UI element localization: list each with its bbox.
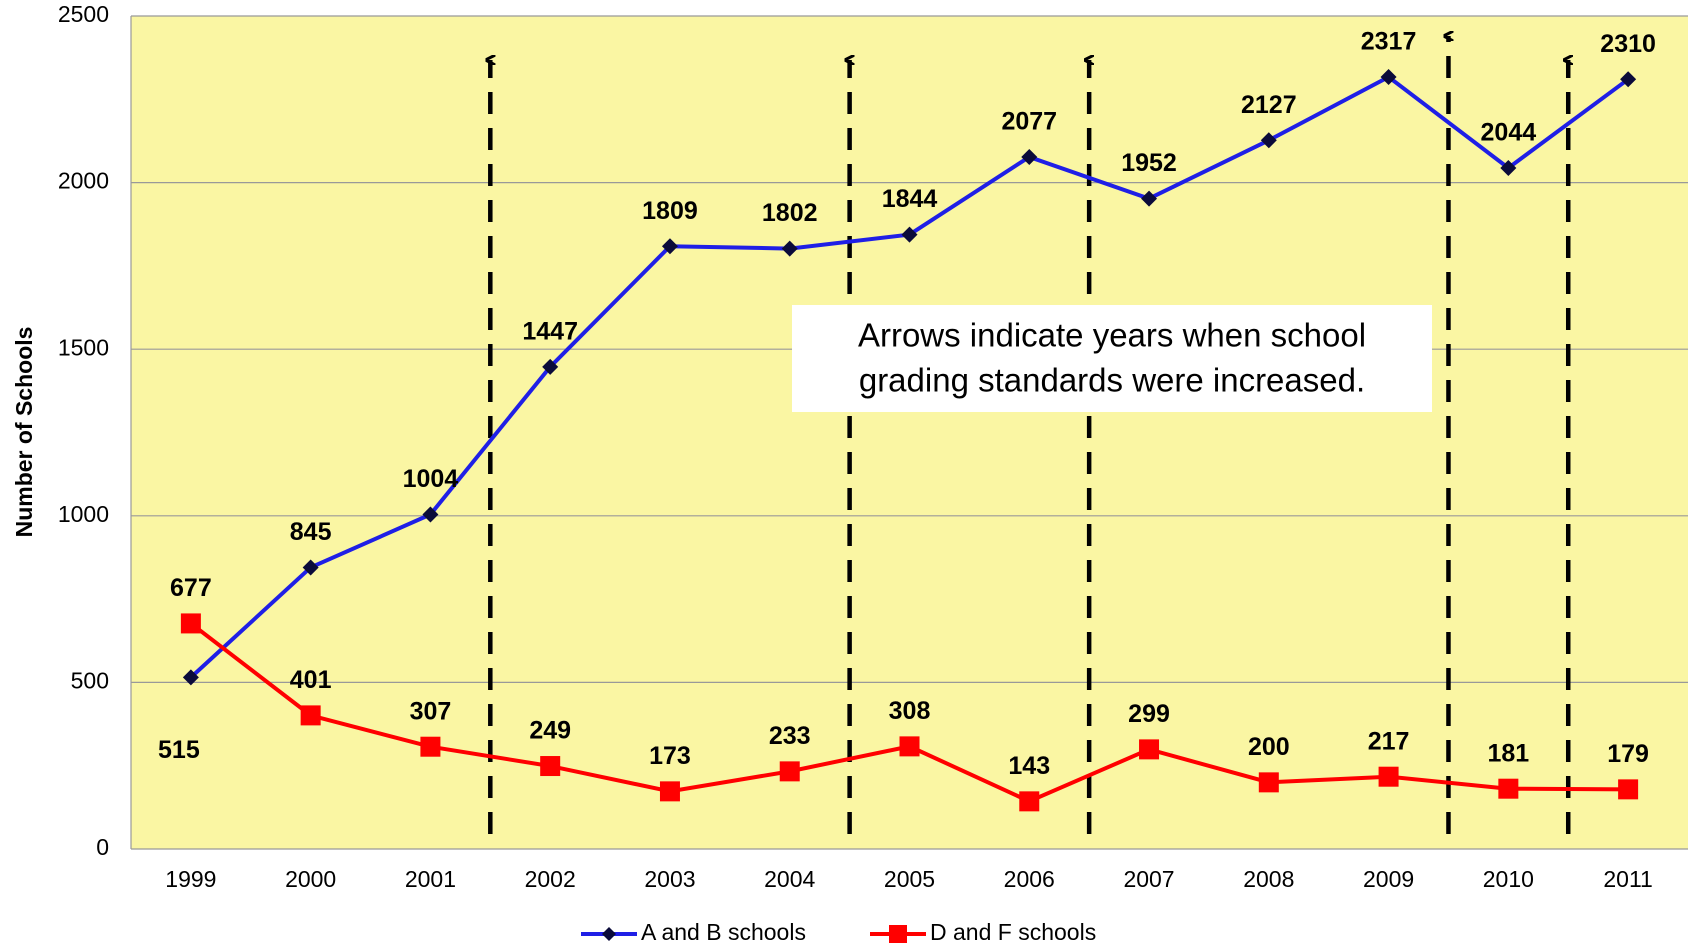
point <box>1500 159 1517 176</box>
data-label: 677 <box>170 574 212 602</box>
data-label: 2077 <box>1001 108 1057 136</box>
data-label: 1802 <box>762 199 818 227</box>
x-tick-label: 2005 <box>884 866 935 892</box>
point <box>661 238 678 255</box>
data-label: 173 <box>649 742 691 770</box>
data-label: 1447 <box>522 317 578 345</box>
annotation-box <box>792 305 1432 412</box>
point <box>300 705 321 726</box>
point <box>1258 772 1279 793</box>
point <box>542 358 559 375</box>
data-label: 2127 <box>1241 91 1297 119</box>
data-label: 181 <box>1487 739 1529 767</box>
data-label: 1809 <box>642 197 698 225</box>
point <box>659 781 680 802</box>
point <box>1021 148 1038 165</box>
point <box>1498 778 1519 799</box>
point <box>1260 132 1277 149</box>
y-tick-label: 2500 <box>58 1 109 27</box>
data-label: 308 <box>889 697 931 725</box>
x-tick-label: 2004 <box>764 866 815 892</box>
x-tick-label: 2003 <box>644 866 695 892</box>
data-label: 307 <box>410 697 452 725</box>
x-tick-label: 2006 <box>1004 866 1055 892</box>
y-tick-label: 500 <box>71 667 109 693</box>
legend-marker <box>889 925 907 943</box>
x-tick-label: 2001 <box>405 866 456 892</box>
annotation: Arrows indicate years when school <box>858 317 1366 354</box>
data-label: 233 <box>769 722 811 750</box>
point <box>899 736 920 757</box>
x-tick-label: 2002 <box>525 866 576 892</box>
data-label: 401 <box>290 666 332 694</box>
data-label: 2044 <box>1481 119 1537 147</box>
data-label: 249 <box>529 717 571 745</box>
legend-label: A and B schools <box>641 919 806 945</box>
point <box>1139 739 1160 760</box>
point <box>420 736 441 757</box>
data-label: 143 <box>1008 752 1050 780</box>
data-label: 2310 <box>1600 30 1656 58</box>
data-label: 217 <box>1368 727 1410 755</box>
data-label: 1004 <box>403 465 459 493</box>
y-tick-label: 1500 <box>58 334 109 360</box>
data-label: 1844 <box>882 185 938 213</box>
point <box>422 506 439 523</box>
data-label: 1952 <box>1121 149 1177 177</box>
point <box>1141 190 1158 207</box>
data-label: 200 <box>1248 733 1290 761</box>
x-tick-label: 2000 <box>285 866 336 892</box>
point <box>1380 68 1397 85</box>
data-label: 299 <box>1128 700 1170 728</box>
point <box>781 240 798 257</box>
annotation: grading standards were increased. <box>859 362 1365 399</box>
point <box>1618 779 1639 800</box>
point <box>901 226 918 243</box>
data-label: 179 <box>1607 740 1649 768</box>
x-tick-label: 2009 <box>1363 866 1414 892</box>
y-tick-label: 1000 <box>58 501 109 527</box>
legend-label: D and F schools <box>930 919 1096 945</box>
x-tick-label: 2011 <box>1603 866 1652 892</box>
point <box>1378 766 1399 787</box>
point <box>779 761 800 782</box>
x-tick-label: 2010 <box>1483 866 1534 892</box>
plot-area <box>131 16 1688 849</box>
data-label: 2317 <box>1361 28 1417 56</box>
x-tick-label: 1999 <box>165 866 216 892</box>
point <box>540 756 561 777</box>
legend-marker <box>602 927 616 941</box>
point <box>1019 791 1040 812</box>
data-label: 515 <box>158 736 200 764</box>
point <box>182 669 199 686</box>
y-tick-label: 0 <box>96 834 109 860</box>
x-tick-label: 2008 <box>1243 866 1294 892</box>
point <box>1620 71 1637 88</box>
point <box>302 559 319 576</box>
x-tick-label: 2007 <box>1123 866 1174 892</box>
point <box>180 613 201 634</box>
y-tick-label: 2000 <box>58 168 109 194</box>
y-axis-label: Number of Schools <box>11 327 37 538</box>
data-label: 845 <box>290 518 332 546</box>
